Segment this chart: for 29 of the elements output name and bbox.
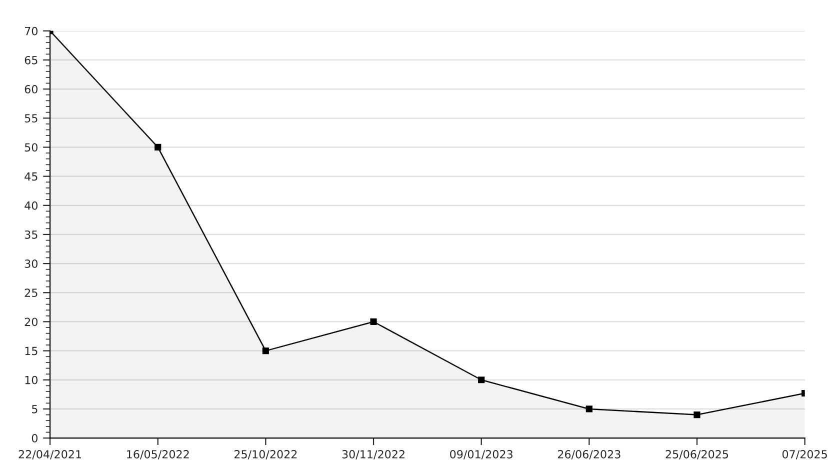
x-tick-label: 09/01/2023 <box>450 450 512 460</box>
y-tick-label: 65 <box>24 56 38 64</box>
y-tick-label: 35 <box>24 230 38 239</box>
y-tick-label: 30 <box>24 260 38 268</box>
y-tick-label: 60 <box>24 85 38 94</box>
x-tick-label: 25/06/2025 <box>666 450 728 460</box>
x-tick-label: 07/2025 <box>782 450 827 460</box>
y-tick-label: 20 <box>24 318 38 326</box>
x-tick-label: 30/11/2022 <box>342 450 404 460</box>
y-tick-label: 25 <box>24 288 38 298</box>
x-tick-label: 26/06/2023 <box>558 450 620 460</box>
y-tick-label: 55 <box>24 114 38 123</box>
y-tick-label: 50 <box>24 143 38 152</box>
y-tick-label: 45 <box>24 172 38 181</box>
y-tick-label: 70 <box>25 26 38 36</box>
y-tick-label: 10 <box>25 376 38 384</box>
point <box>262 348 269 354</box>
point <box>478 376 485 384</box>
y-tick-label: 40 <box>24 201 38 210</box>
x-tick-label: 16/05/2022 <box>127 450 189 460</box>
y-tick-label: 0 <box>32 434 38 442</box>
point <box>586 406 592 412</box>
x-tick-label: 22/04/2021 <box>18 450 82 460</box>
point <box>694 411 700 418</box>
y-tick-label: 15 <box>25 346 38 356</box>
x-tick-label: 25/10/2022 <box>234 450 297 460</box>
y-tick-label: 5 <box>32 405 38 414</box>
point <box>370 318 377 326</box>
point <box>154 144 162 151</box>
